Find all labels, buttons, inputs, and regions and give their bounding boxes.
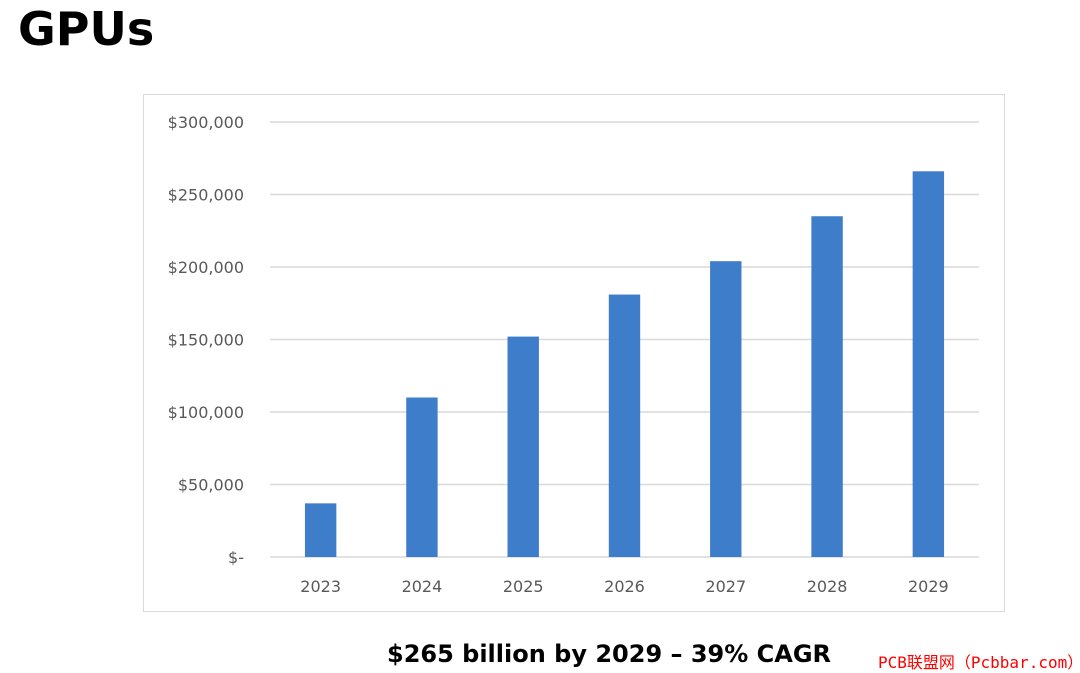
watermark-text: PCB联盟网（Pcbbar.com）	[878, 653, 1080, 672]
bar-2028	[811, 216, 843, 557]
bar-2023	[304, 503, 337, 557]
bar-chart: $- $50,000 $100,000 $150,000 $200,000 $250,00…	[168, 113, 979, 596]
x-axis-tick-labels: 2023 2024 2025 2026 2027 2028 2029	[300, 577, 948, 596]
y-axis-tick-labels: $- $50,000 $100,000 $150,000 $200,000 $250,00…	[168, 113, 244, 567]
x-tick-label: 2029	[908, 577, 949, 596]
bar-2024	[406, 397, 438, 557]
bar-2026	[608, 294, 641, 557]
x-tick-label: 2027	[705, 577, 746, 596]
x-tick-label: 2026	[604, 577, 645, 596]
y-tick-label: $250,000	[168, 186, 244, 205]
y-tick-label: $100,000	[168, 403, 244, 422]
bar-2027	[710, 261, 742, 557]
y-tick-label: $50,000	[178, 476, 244, 495]
bars	[304, 171, 945, 558]
x-tick-label: 2024	[402, 577, 443, 596]
y-tick-label: $150,000	[168, 331, 244, 350]
y-tick-label: $300,000	[168, 113, 244, 132]
x-tick-label: 2023	[300, 577, 341, 596]
page-title: GPUs	[18, 2, 155, 56]
chart-caption: $265 billion by 2029 – 39% CAGR	[387, 640, 832, 668]
y-tick-label: $200,000	[168, 258, 244, 277]
bar-2025	[507, 336, 539, 557]
chart-area: $- $50,000 $100,000 $150,000 $200,000 $250,00…	[143, 94, 1005, 612]
bar-2029	[912, 171, 945, 558]
x-tick-label: 2028	[807, 577, 848, 596]
y-tick-label: $-	[228, 548, 244, 567]
x-tick-label: 2025	[503, 577, 544, 596]
